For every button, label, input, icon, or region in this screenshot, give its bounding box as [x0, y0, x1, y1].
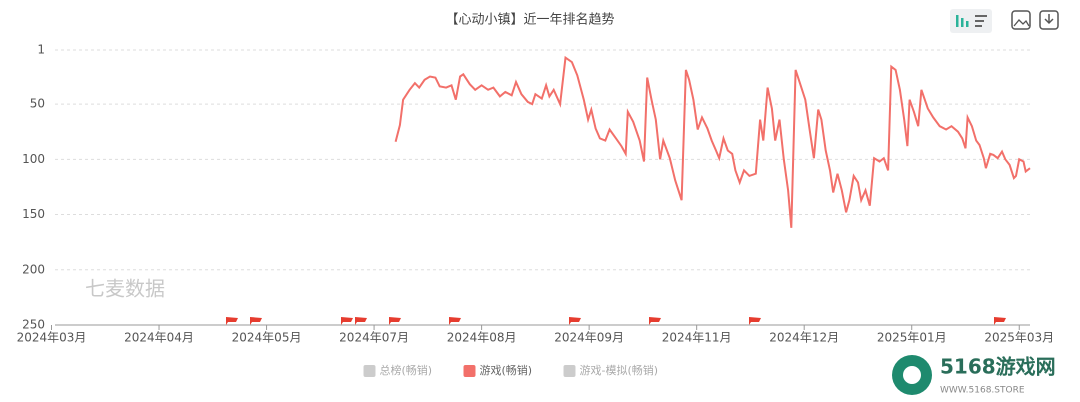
event-flag: [341, 317, 353, 325]
event-flag: [649, 317, 661, 325]
y-tick-label: 250: [22, 318, 45, 332]
x-tick-label: 2024年03月: [17, 331, 87, 345]
y-tick-label: 1: [37, 43, 45, 57]
icon: [966, 21, 969, 27]
legend-label: 游戏-模拟(畅销): [580, 363, 659, 377]
event-flag: [389, 317, 401, 325]
y-tick-label: 50: [30, 97, 45, 111]
legend-swatch: [463, 365, 476, 377]
icon: [1013, 19, 1030, 27]
y-tick-label: 100: [22, 152, 45, 166]
image-button[interactable]: [1011, 10, 1031, 30]
chart-title: 【心动小镇】近一年排名趋势: [445, 12, 614, 28]
x-tick-label: 2025年03月: [984, 331, 1054, 345]
x-tick-label: 2024年11月: [662, 331, 732, 345]
icon: [956, 15, 959, 27]
x-tick-label: 2025年01月: [877, 331, 947, 345]
event-flag: [994, 317, 1006, 325]
download-button[interactable]: [1039, 10, 1059, 30]
legend-item[interactable]: 游戏(畅销): [463, 363, 533, 377]
x-tick-label: 2024年05月: [232, 331, 302, 345]
logo: 5168游戏网 WWW.5168.STORE: [892, 355, 1056, 396]
icon: [975, 25, 982, 27]
event-flag: [250, 317, 262, 325]
x-tick-label: 2024年07月: [339, 331, 409, 345]
legend-label: 游戏(畅销): [480, 363, 533, 377]
logo-text: 5168游戏网: [940, 355, 1056, 379]
x-tick-label: 2024年04月: [124, 331, 194, 345]
icon: [975, 20, 984, 22]
logo-url: WWW.5168.STORE: [940, 386, 1025, 396]
icon: [975, 15, 987, 17]
event-flag: [226, 317, 238, 325]
toolbar[interactable]: [950, 9, 1059, 33]
x-tick-label: 2024年09月: [554, 331, 624, 345]
series-line: [394, 55, 1031, 228]
x-tick-label: 2024年12月: [769, 331, 839, 345]
event-flag: [449, 317, 461, 325]
legend-swatch: [363, 365, 376, 377]
x-tick-label: 2024年08月: [447, 331, 517, 345]
legend-swatch: [563, 365, 576, 377]
icon: [961, 18, 964, 27]
y-tick-label: 200: [22, 262, 45, 276]
event-flag: [569, 317, 581, 325]
event-flag: [355, 317, 367, 325]
legend-label: 总榜(畅销): [380, 363, 433, 377]
legend-item[interactable]: 游戏-模拟(畅销): [563, 363, 659, 377]
y-tick-label: 150: [22, 207, 45, 221]
watermark: 七麦数据: [85, 277, 165, 301]
event-flag: [749, 317, 761, 325]
legend-item[interactable]: 总榜(畅销): [363, 363, 433, 377]
logo-icon: [903, 366, 921, 384]
